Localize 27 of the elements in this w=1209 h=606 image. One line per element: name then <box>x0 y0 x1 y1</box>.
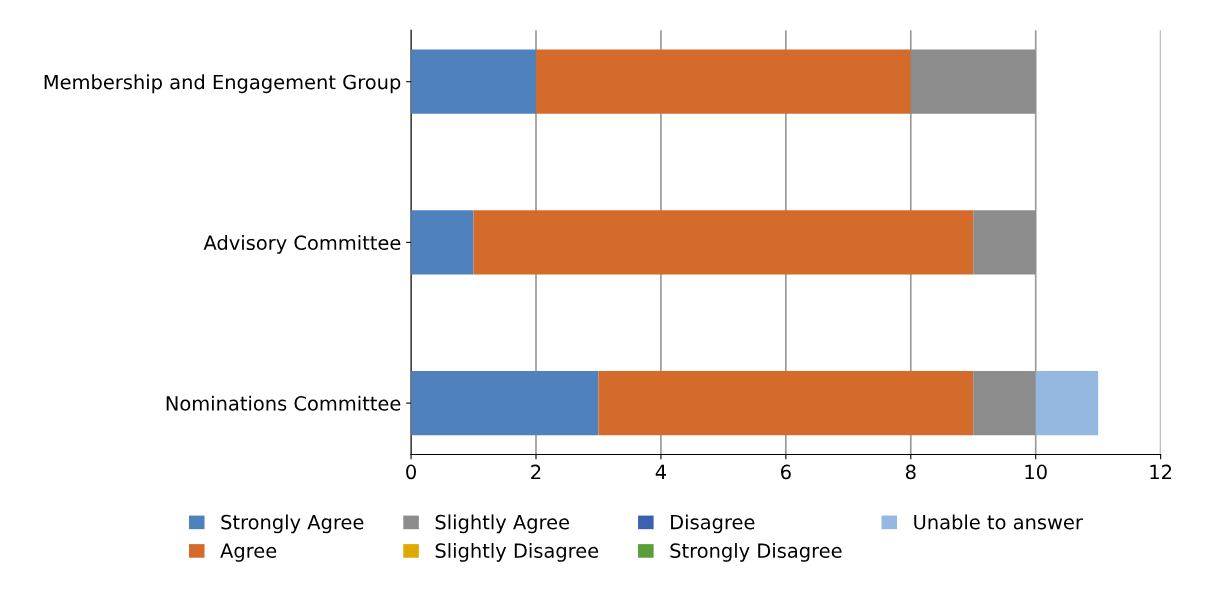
bar <box>598 370 974 436</box>
legend-label: Strongly Agree <box>221 514 364 534</box>
legend-label: Slightly Agree <box>435 514 570 534</box>
bar <box>535 49 911 114</box>
legend-label: Disagree <box>671 514 755 534</box>
legend-label: Strongly Disagree <box>670 542 842 562</box>
x-tick-label: 10 <box>1025 464 1047 480</box>
bar <box>910 49 1036 114</box>
legend-label: Agree <box>220 543 277 562</box>
x-tick-label: 12 <box>1150 464 1172 479</box>
bar <box>973 210 1036 275</box>
x-tick-label: 0 <box>406 464 416 480</box>
legend-label: Unable to answer <box>914 514 1083 530</box>
x-tick-label: 8 <box>905 464 916 480</box>
legend-label: Slightly Disagree <box>435 542 599 562</box>
x-tick-label: 6 <box>781 464 791 480</box>
x-tick-label: 2 <box>531 464 541 479</box>
y-tick-label: Nominations Committee <box>166 395 401 411</box>
bar <box>473 210 974 275</box>
y-tick-label: Advisory Committee <box>203 235 401 254</box>
bar <box>411 49 536 114</box>
bar <box>973 370 1036 436</box>
bar <box>411 210 474 275</box>
bar <box>1035 370 1099 436</box>
x-tick-label: 4 <box>655 464 667 479</box>
bar <box>411 370 599 436</box>
y-tick-label: Membership and Engagement Group <box>44 74 401 94</box>
